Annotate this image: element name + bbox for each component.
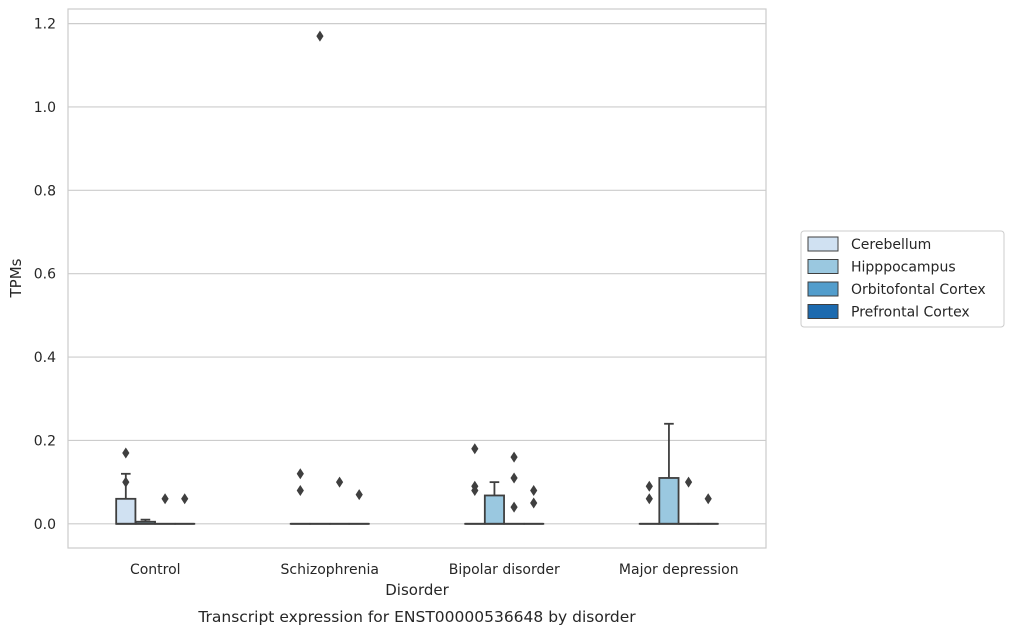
y-tick-label: 0.2 (34, 433, 56, 449)
outlier-point (181, 493, 189, 505)
box-group (329, 476, 351, 525)
box (658, 477, 680, 525)
grid-lines (68, 22, 766, 525)
outlier-point (530, 497, 538, 509)
box-group (134, 518, 156, 525)
legend-label: Cerebellum (851, 237, 931, 253)
box-group (503, 451, 525, 525)
outlier-point (645, 480, 653, 492)
outlier-point (335, 476, 344, 488)
box-group (154, 493, 176, 525)
x-tick-label: Major depression (619, 562, 739, 578)
box-group (174, 493, 196, 525)
box-plots (115, 30, 719, 525)
y-tick-labels: 0.0 0.2 0.4 0.6 0.8 1.0 1.2 (34, 17, 56, 533)
outlier-point (510, 501, 518, 513)
outlier-point (471, 443, 479, 455)
x-tick-label: Schizophrenia (281, 562, 379, 578)
outlier-point (122, 447, 130, 459)
outlier-point (122, 476, 130, 488)
outlier-point (684, 476, 693, 488)
box-group (309, 30, 331, 525)
box-group (697, 493, 719, 525)
y-axis-label: TPMs (7, 258, 25, 298)
legend-label: Orbitofontal Cortex (851, 282, 986, 298)
box-group (115, 447, 137, 525)
box-group (523, 484, 545, 525)
legend-label: Hipppocampus (851, 260, 956, 276)
outlier-point (645, 493, 653, 505)
plot-frame (67, 8, 767, 549)
outlier-point (530, 484, 538, 496)
x-tick-label: Bipolar disorder (449, 562, 560, 578)
legend-swatch (807, 281, 839, 297)
y-tick-label: 0.0 (34, 517, 56, 533)
outlier-point (510, 451, 518, 463)
y-tick-label: 0.4 (34, 350, 56, 366)
legend-label: Prefrontal Cortex (851, 305, 970, 321)
outlier-point (471, 484, 479, 496)
box-group (464, 443, 486, 525)
box-group (289, 468, 311, 525)
box-group (348, 489, 370, 525)
box (483, 494, 505, 525)
legend-swatch (807, 236, 839, 252)
x-axis-label: Disorder (385, 581, 449, 599)
legend-swatch (807, 304, 839, 319)
y-tick-label: 1.2 (34, 17, 56, 33)
x-tick-labels: Control Schizophrenia Bipolar disorder Majo… (130, 562, 739, 578)
box (115, 497, 137, 525)
outlier-point (296, 484, 304, 496)
y-tick-label: 0.8 (34, 183, 56, 199)
legend-swatch (807, 259, 839, 274)
chart-caption: Transcript expression for ENST0000053664… (197, 608, 636, 626)
outlier-point (161, 493, 169, 505)
outlier-point (316, 30, 324, 42)
box-group (678, 476, 700, 525)
x-tick-label: Control (130, 562, 181, 578)
outlier-point (704, 493, 712, 505)
box-group (483, 481, 505, 525)
legend: Cerebellum Hipppocampus Orbitofontal Corte… (800, 230, 1005, 328)
box-group (638, 480, 660, 525)
y-tick-label: 1.0 (34, 100, 56, 116)
outlier-point (296, 468, 304, 480)
legend-frame (800, 230, 1005, 328)
outlier-point (510, 472, 518, 484)
outlier-point (355, 489, 363, 501)
y-tick-label: 0.6 (34, 267, 56, 283)
box-group (658, 422, 680, 525)
